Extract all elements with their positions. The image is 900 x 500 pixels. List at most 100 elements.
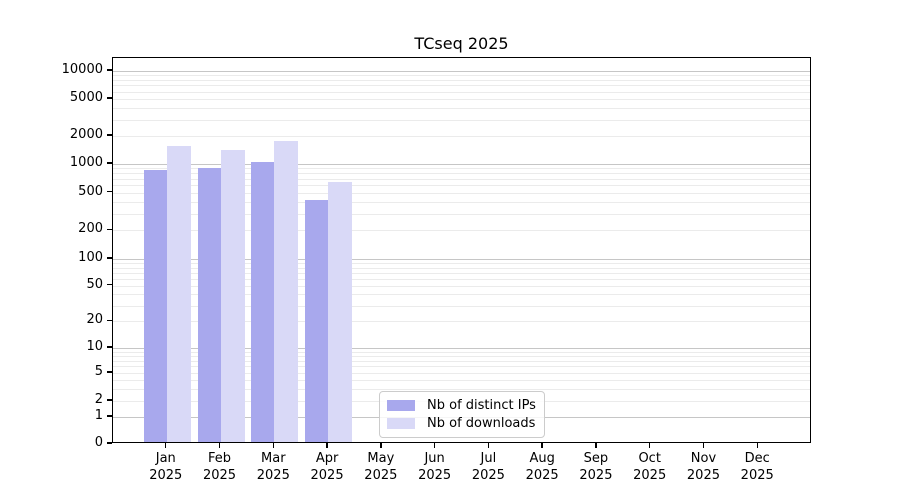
x-tick-label: Oct 2025 <box>633 451 667 483</box>
y-tick-mark <box>107 442 112 444</box>
y-tick-mark <box>107 190 112 193</box>
x-tick-mark <box>756 443 758 448</box>
y-tick-mark <box>107 69 112 71</box>
x-tick-mark <box>487 443 490 448</box>
y-tick-mark <box>107 284 112 286</box>
gridline-minor <box>113 366 810 368</box>
gridline-minor <box>113 98 810 100</box>
y-tick-label: 20 <box>86 312 103 328</box>
y-tick-label: 1 <box>94 408 103 423</box>
y-tick-label: 50 <box>86 276 103 292</box>
y-tick-label: 5 <box>94 364 103 379</box>
gridline-minor <box>113 379 810 381</box>
gridline-major <box>113 164 810 165</box>
bar-distinct-ips-apr <box>305 199 329 443</box>
legend-entry-distinct-ips: Nb of distinct IPs <box>387 398 537 413</box>
gridline-minor <box>113 119 810 121</box>
gridline-minor <box>113 85 810 87</box>
gridline-minor <box>113 388 810 390</box>
y-tick-label: 100 <box>78 250 103 265</box>
gridline-minor <box>113 173 810 175</box>
gridline-minor <box>113 136 810 137</box>
x-tick-label: Jun 2025 <box>418 451 452 483</box>
gridline-minor <box>113 213 810 215</box>
bar-downloads-mar <box>274 141 299 443</box>
gridline-major <box>113 71 810 72</box>
y-tick-mark <box>107 415 112 417</box>
y-tick-label: 2 <box>94 392 103 407</box>
bar-downloads-feb <box>220 150 245 443</box>
gridline-minor <box>113 263 810 265</box>
gridline-major <box>113 259 810 260</box>
y-tick-mark <box>107 134 112 136</box>
bar-downloads-apr <box>328 181 353 443</box>
gridline-major <box>113 348 810 349</box>
chart-title: TCseq 2025 <box>414 34 509 53</box>
legend-label-distinct-ips: Nb of distinct IPs <box>427 398 536 413</box>
legend-swatch-downloads <box>387 418 415 429</box>
x-tick-label: Aug 2025 <box>525 451 559 483</box>
x-tick-label: Jan 2025 <box>149 451 183 483</box>
gridline-minor <box>113 351 810 353</box>
x-tick-label: Sep 2025 <box>579 451 613 483</box>
gridline-minor <box>113 360 810 362</box>
y-tick-label: 2000 <box>69 127 103 142</box>
gridline-minor <box>113 80 810 81</box>
y-tick-label: 10 <box>86 339 103 354</box>
y-tick-label: 1000 <box>69 155 103 170</box>
gridline-minor <box>113 185 810 187</box>
gridline-minor <box>113 294 810 296</box>
gridline-minor <box>113 272 810 274</box>
gridline-minor <box>113 278 810 280</box>
x-tick-label: May 2025 <box>364 451 398 483</box>
gridline-minor <box>113 91 810 93</box>
bar-distinct-ips-feb <box>197 168 221 443</box>
x-tick-label: Dec 2025 <box>740 451 774 483</box>
x-tick-mark <box>595 443 597 448</box>
y-tick-label: 10000 <box>61 62 103 77</box>
y-tick-label: 500 <box>78 183 103 199</box>
legend-label-downloads: Nb of downloads <box>427 416 536 431</box>
x-tick-mark <box>218 443 221 448</box>
x-tick-mark <box>326 443 328 448</box>
x-tick-mark <box>380 443 382 448</box>
gridline-minor <box>113 75 810 77</box>
gridline-minor <box>113 230 810 232</box>
x-tick-mark <box>702 443 705 448</box>
y-tick-mark <box>107 399 112 401</box>
y-tick-mark <box>107 319 112 321</box>
y-tick-mark <box>107 228 112 231</box>
y-tick-mark <box>107 371 112 373</box>
x-tick-mark <box>272 443 274 448</box>
y-tick-mark <box>107 346 112 348</box>
x-tick-label: Nov 2025 <box>686 451 720 483</box>
legend-entry-downloads: Nb of downloads <box>387 416 537 431</box>
bar-distinct-ips-mar <box>251 162 275 443</box>
gridline-minor <box>113 285 810 287</box>
y-tick-mark <box>107 97 112 99</box>
bar-downloads-jan <box>166 146 191 443</box>
y-tick-label: 0 <box>94 435 103 450</box>
x-tick-label: Apr 2025 <box>310 451 344 483</box>
legend-swatch-distinct-ips <box>387 400 415 411</box>
x-tick-mark <box>433 443 436 448</box>
gridline-minor <box>113 267 810 269</box>
gridline-minor <box>113 192 810 194</box>
y-tick-label: 200 <box>78 221 103 237</box>
gridline-minor <box>113 321 810 323</box>
gridline-minor <box>113 178 810 180</box>
plot-area <box>112 57 811 443</box>
legend: Nb of distinct IPs Nb of downloads <box>379 391 545 438</box>
y-tick-mark <box>107 257 112 259</box>
x-tick-mark <box>541 443 543 448</box>
gridline-minor <box>113 108 810 109</box>
x-tick-mark <box>648 443 651 448</box>
gridline-minor <box>113 168 810 170</box>
x-tick-mark <box>165 443 167 448</box>
y-tick-label: 5000 <box>69 89 103 105</box>
gridline-minor <box>113 373 810 374</box>
gridline-minor <box>113 305 810 307</box>
y-tick-mark <box>107 162 112 164</box>
bar-distinct-ips-jan <box>143 169 167 443</box>
